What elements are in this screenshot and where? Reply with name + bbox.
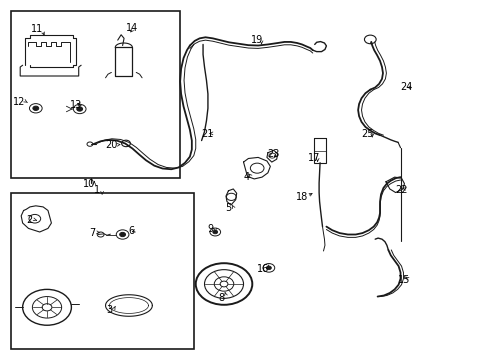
Text: 5: 5 — [225, 203, 231, 213]
Circle shape — [120, 232, 125, 237]
Circle shape — [77, 107, 82, 111]
Text: 4: 4 — [244, 172, 249, 182]
Text: 3: 3 — [106, 305, 112, 315]
Text: 24: 24 — [399, 82, 412, 93]
Text: 17: 17 — [307, 153, 319, 163]
Bar — [11, 12, 179, 178]
Circle shape — [212, 230, 217, 234]
Bar — [11, 193, 194, 348]
Text: 15: 15 — [397, 275, 410, 285]
Text: 13: 13 — [70, 100, 82, 110]
Text: 21: 21 — [202, 129, 214, 139]
Text: 1: 1 — [94, 185, 100, 195]
Text: 18: 18 — [295, 192, 307, 202]
Text: 12: 12 — [13, 97, 25, 107]
Text: 6: 6 — [128, 226, 134, 236]
Text: 16: 16 — [256, 264, 268, 274]
Text: 11: 11 — [31, 24, 43, 35]
Bar — [313, 138, 325, 163]
Circle shape — [33, 106, 39, 111]
Text: 10: 10 — [83, 179, 95, 189]
Text: 7: 7 — [89, 228, 95, 238]
Text: 2: 2 — [26, 215, 32, 225]
Text: 8: 8 — [218, 293, 224, 303]
Text: 19: 19 — [250, 35, 262, 45]
Circle shape — [266, 266, 271, 270]
Text: 25: 25 — [361, 129, 373, 139]
Text: 20: 20 — [105, 140, 118, 150]
Text: 22: 22 — [394, 185, 407, 195]
Text: 23: 23 — [267, 149, 279, 159]
Text: 9: 9 — [207, 225, 213, 234]
Text: 14: 14 — [126, 23, 138, 33]
